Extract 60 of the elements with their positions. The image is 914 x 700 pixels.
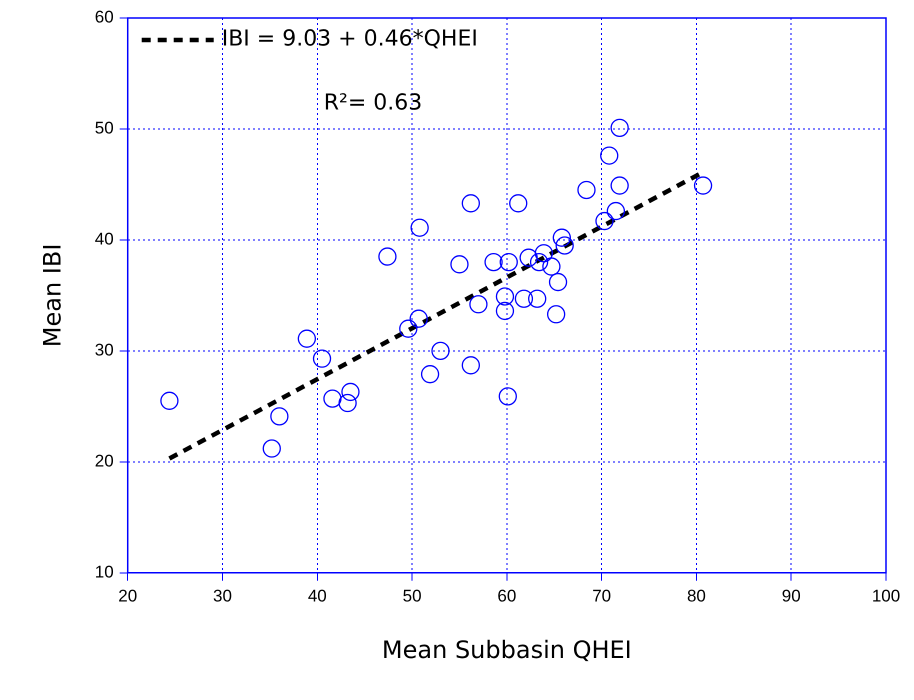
point <box>420 365 440 384</box>
point <box>323 389 342 408</box>
point <box>160 392 179 410</box>
point <box>410 218 429 237</box>
point <box>469 295 488 314</box>
point <box>378 247 397 266</box>
point <box>431 342 450 360</box>
point <box>298 330 316 348</box>
point <box>534 244 553 262</box>
point <box>577 180 596 200</box>
point <box>484 252 503 272</box>
x-tick-label: 100 <box>872 586 900 606</box>
y-tick-label: 10 <box>94 562 114 582</box>
point <box>399 320 418 338</box>
x-axis-title: Mean Subbasin QHEI <box>382 636 632 664</box>
y-tick-label: 20 <box>94 452 114 471</box>
point <box>546 305 566 324</box>
x-tick-label: 30 <box>213 586 232 606</box>
point <box>600 146 618 165</box>
point <box>530 252 548 272</box>
point <box>312 349 332 368</box>
point <box>262 439 281 458</box>
point <box>496 287 514 306</box>
point <box>694 176 712 195</box>
point <box>500 252 518 272</box>
y-tick-label: 30 <box>94 340 114 360</box>
point <box>462 194 480 212</box>
point <box>542 257 561 276</box>
point <box>270 407 289 426</box>
x-tick-label: 60 <box>497 586 516 606</box>
y-axis-title: Mean IBI <box>38 244 67 348</box>
point <box>338 394 357 412</box>
point <box>341 382 360 402</box>
annotation: R²= 0.63 <box>324 90 422 116</box>
x-tick-label: 50 <box>402 586 422 606</box>
point <box>496 302 514 320</box>
point <box>528 290 546 308</box>
legend-label: IBI = 9.03 + 0.46*QHEI <box>222 26 478 52</box>
point <box>552 228 571 247</box>
x-tick-label: 40 <box>308 586 327 606</box>
point <box>514 290 534 308</box>
point <box>595 212 614 230</box>
point <box>498 387 517 406</box>
y-tick-label: 40 <box>94 230 114 249</box>
point <box>462 356 480 374</box>
point <box>606 202 626 220</box>
point <box>520 248 538 267</box>
y-tick-label: 50 <box>94 118 114 138</box>
point <box>610 118 629 137</box>
point <box>509 194 528 212</box>
point <box>548 272 568 292</box>
point <box>556 236 574 255</box>
x-tick-label: 90 <box>782 586 801 606</box>
y-tick-label: 60 <box>94 8 114 27</box>
x-tick-label: 80 <box>686 586 706 606</box>
point <box>410 310 428 328</box>
x-tick-label: 70 <box>592 586 612 606</box>
x-tick-label: 20 <box>118 586 138 606</box>
point <box>610 176 629 195</box>
point <box>450 255 469 274</box>
